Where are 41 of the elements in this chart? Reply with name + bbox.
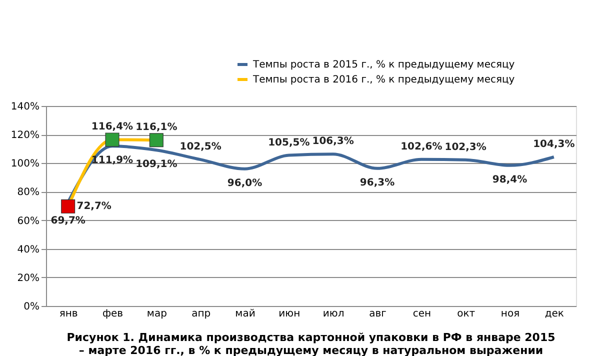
point	[61, 199, 76, 214]
data-label: 111,9%	[91, 155, 134, 166]
point	[149, 133, 164, 148]
data-label: 72,7%	[76, 201, 112, 212]
y-tick-label: 140%	[10, 102, 40, 112]
point	[105, 132, 120, 147]
x-tick-label: июл	[322, 308, 344, 320]
x-tick-label: сен	[412, 308, 432, 320]
x-tick-label: авг	[369, 308, 386, 320]
y-tick-label: 40%	[17, 244, 40, 256]
y-tick-label: 0%	[24, 302, 40, 312]
data-label: 105,5%	[268, 137, 310, 148]
data-label: 102,5%	[180, 142, 222, 153]
y-tick-label: 80%	[17, 187, 40, 198]
y-tick-label: 20%	[17, 272, 40, 284]
data-label: 104,3%	[533, 139, 575, 150]
legend-label: Темпы роста в 2015 г., % к предыдущему месяцу	[252, 60, 515, 70]
legend-label: Темпы роста в 2016 г., % к предыдущему месяцу	[252, 74, 515, 86]
text: Рисунок 1. Динамика производства картонной упаковки в РФ в январе 2015 – марте 2016 гг., в % к предыдущему месяцу в натуральном выражении	[66, 331, 556, 356]
x-tick-label: май	[235, 308, 256, 320]
data-label: 116,4%	[91, 122, 134, 133]
data-label: 69,7%	[50, 215, 86, 226]
x-tick-label: ноя	[500, 308, 520, 320]
data-label: 102,3%	[444, 142, 486, 153]
x-tick-label: мар	[146, 308, 167, 320]
x-tick-label: дек	[544, 308, 564, 320]
x-tick-label: окт	[457, 308, 476, 320]
data-label: 106,3%	[312, 136, 354, 148]
data-label: 102,6%	[400, 141, 442, 152]
data-label: 109,1%	[136, 159, 178, 170]
x-tick-label: фев	[102, 308, 124, 320]
y-tick-label: 120%	[10, 130, 40, 142]
y-tick-label: 60%	[17, 216, 40, 227]
data-label: 96,0%	[227, 178, 262, 189]
data-label: 116,1%	[136, 122, 178, 134]
data-label: 96,3%	[360, 177, 395, 188]
x-tick-label: июн	[278, 308, 300, 320]
data-label: 98,4%	[492, 174, 528, 186]
y-tick-label: 100%	[10, 158, 40, 170]
x-tick-label: янв	[59, 308, 78, 320]
x-tick-label: апр	[192, 308, 211, 320]
